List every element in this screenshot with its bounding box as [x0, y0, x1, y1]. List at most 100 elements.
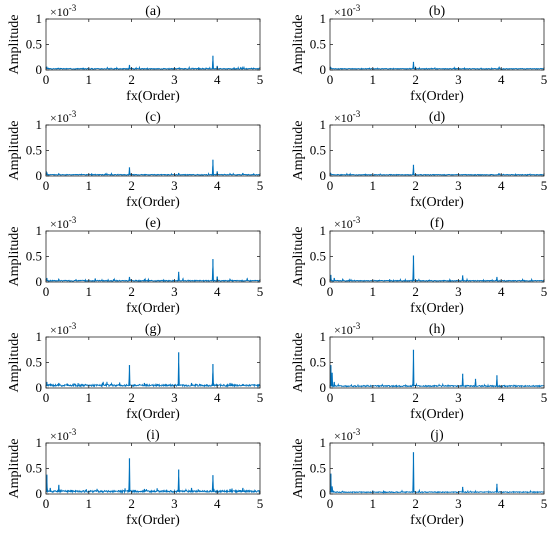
- subplot-6: 0 1 2 3 4 5 0 0.5 1 ×10-3 (f) fx(Order) Amplitude: [291, 215, 547, 316]
- axes-box: [45, 18, 261, 71]
- x-tick-label: 4: [214, 390, 221, 405]
- y-axis-title: Amplitude: [7, 121, 22, 181]
- y-exponent: -3: [69, 3, 77, 13]
- series-line: [45, 363, 261, 388]
- x-tick-label: 4: [214, 496, 221, 511]
- y-tick-label: 0.5: [310, 143, 326, 158]
- x-tick-label: 3: [455, 72, 462, 87]
- y-multiplier: ×10: [334, 111, 353, 125]
- y-multiplier: ×10: [50, 217, 69, 231]
- y-tick-label: 0.5: [26, 37, 42, 52]
- x-tick-label: 5: [541, 72, 548, 87]
- y-tick-label: 0: [36, 486, 43, 501]
- x-tick-label: 5: [541, 284, 548, 299]
- x-tick-label: 4: [214, 284, 221, 299]
- series-line: [45, 59, 261, 71]
- y-exponent-label: ×10-3: [334, 109, 361, 125]
- x-tick-label: 2: [128, 284, 135, 299]
- x-tick-label: 3: [171, 496, 178, 511]
- y-axis-title: Amplitude: [291, 333, 306, 393]
- x-tick-label: 4: [214, 72, 221, 87]
- x-axis-title: fx(Order): [410, 301, 464, 316]
- x-tick-label: 1: [370, 284, 377, 299]
- y-axis-title: Amplitude: [7, 333, 22, 393]
- x-tick-label: 1: [86, 72, 93, 87]
- subplot-5: 0 1 2 3 4 5 0 0.5 1 ×10-3 (e) fx(Order) Amplitude: [7, 215, 263, 316]
- y-tick-label: 0.5: [26, 143, 42, 158]
- y-tick-label: 1: [36, 223, 43, 238]
- y-tick-label: 0: [320, 380, 327, 395]
- x-tick-label: 5: [257, 284, 264, 299]
- x-tick-label: 1: [86, 390, 93, 405]
- panel-title: (f): [430, 216, 444, 231]
- axes-box: [45, 230, 261, 283]
- y-tick-label: 1: [320, 329, 327, 344]
- y-tick-label: 0: [320, 274, 327, 289]
- series-line: [329, 355, 545, 388]
- x-tick-label: 2: [128, 390, 135, 405]
- series-line: [329, 166, 545, 176]
- y-exponent: -3: [69, 215, 77, 225]
- panel-title: (b): [429, 4, 446, 19]
- y-tick-label: 0.5: [310, 355, 326, 370]
- x-tick-label: 3: [171, 284, 178, 299]
- y-exponent-label: ×10-3: [50, 321, 77, 337]
- y-exponent-label: ×10-3: [334, 3, 361, 19]
- x-tick-label: 2: [412, 496, 419, 511]
- x-tick-label: 3: [455, 390, 462, 405]
- y-multiplier: ×10: [334, 217, 353, 231]
- subplot-8: 0 1 2 3 4 5 0 0.5 1 ×10-3 (h) fx(Order) Amplitude: [291, 321, 547, 422]
- x-tick-label: 0: [327, 178, 334, 193]
- x-tick-label: 4: [498, 496, 505, 511]
- x-tick-label: 2: [128, 178, 135, 193]
- x-tick-label: 0: [327, 390, 334, 405]
- y-tick-label: 0.5: [310, 461, 326, 476]
- y-exponent: -3: [353, 3, 361, 13]
- panel-title: (e): [145, 216, 161, 231]
- panel-title: (a): [145, 4, 161, 19]
- series-line: [329, 62, 545, 70]
- y-multiplier: ×10: [334, 429, 353, 443]
- panel-title: (i): [146, 428, 160, 443]
- x-tick-label: 5: [257, 72, 264, 87]
- subplot-10: 0 1 2 3 4 5 0 0.5 1 ×10-3 (j) fx(Order) Amplitude: [291, 427, 547, 528]
- y-axis-title: Amplitude: [7, 439, 22, 499]
- x-tick-label: 0: [43, 284, 50, 299]
- x-axis-title: fx(Order): [126, 89, 180, 104]
- y-tick-label: 0: [36, 62, 43, 77]
- x-tick-label: 1: [370, 72, 377, 87]
- x-tick-label: 5: [257, 496, 264, 511]
- x-axis-title: fx(Order): [126, 301, 180, 316]
- x-tick-label: 3: [171, 390, 178, 405]
- y-exponent: -3: [353, 215, 361, 225]
- y-tick-label: 0: [320, 168, 327, 183]
- x-tick-label: 0: [327, 496, 334, 511]
- y-tick-label: 0: [36, 380, 43, 395]
- x-tick-label: 0: [43, 496, 50, 511]
- series-line: [45, 164, 261, 177]
- panel-title: (h): [429, 322, 446, 337]
- x-tick-label: 4: [498, 178, 505, 193]
- x-tick-label: 3: [455, 178, 462, 193]
- x-tick-label: 1: [370, 390, 377, 405]
- y-exponent-label: ×10-3: [50, 427, 77, 443]
- y-exponent: -3: [353, 321, 361, 331]
- x-tick-label: 4: [498, 284, 505, 299]
- axes-box: [45, 124, 261, 177]
- y-multiplier: ×10: [334, 5, 353, 19]
- y-axis-title: Amplitude: [291, 121, 306, 181]
- x-tick-label: 1: [370, 496, 377, 511]
- x-tick-label: 1: [86, 284, 93, 299]
- axes-box: [329, 442, 545, 495]
- y-multiplier: ×10: [50, 111, 69, 125]
- y-axis-title: Amplitude: [7, 15, 22, 75]
- panel-title: (c): [145, 110, 161, 125]
- x-tick-label: 2: [128, 72, 135, 87]
- x-tick-label: 5: [257, 390, 264, 405]
- axes-box: [45, 336, 261, 389]
- axes-box: [329, 230, 545, 283]
- y-axis-title: Amplitude: [7, 227, 22, 287]
- y-exponent: -3: [353, 109, 361, 119]
- x-tick-label: 1: [86, 178, 93, 193]
- x-axis-title: fx(Order): [410, 195, 464, 210]
